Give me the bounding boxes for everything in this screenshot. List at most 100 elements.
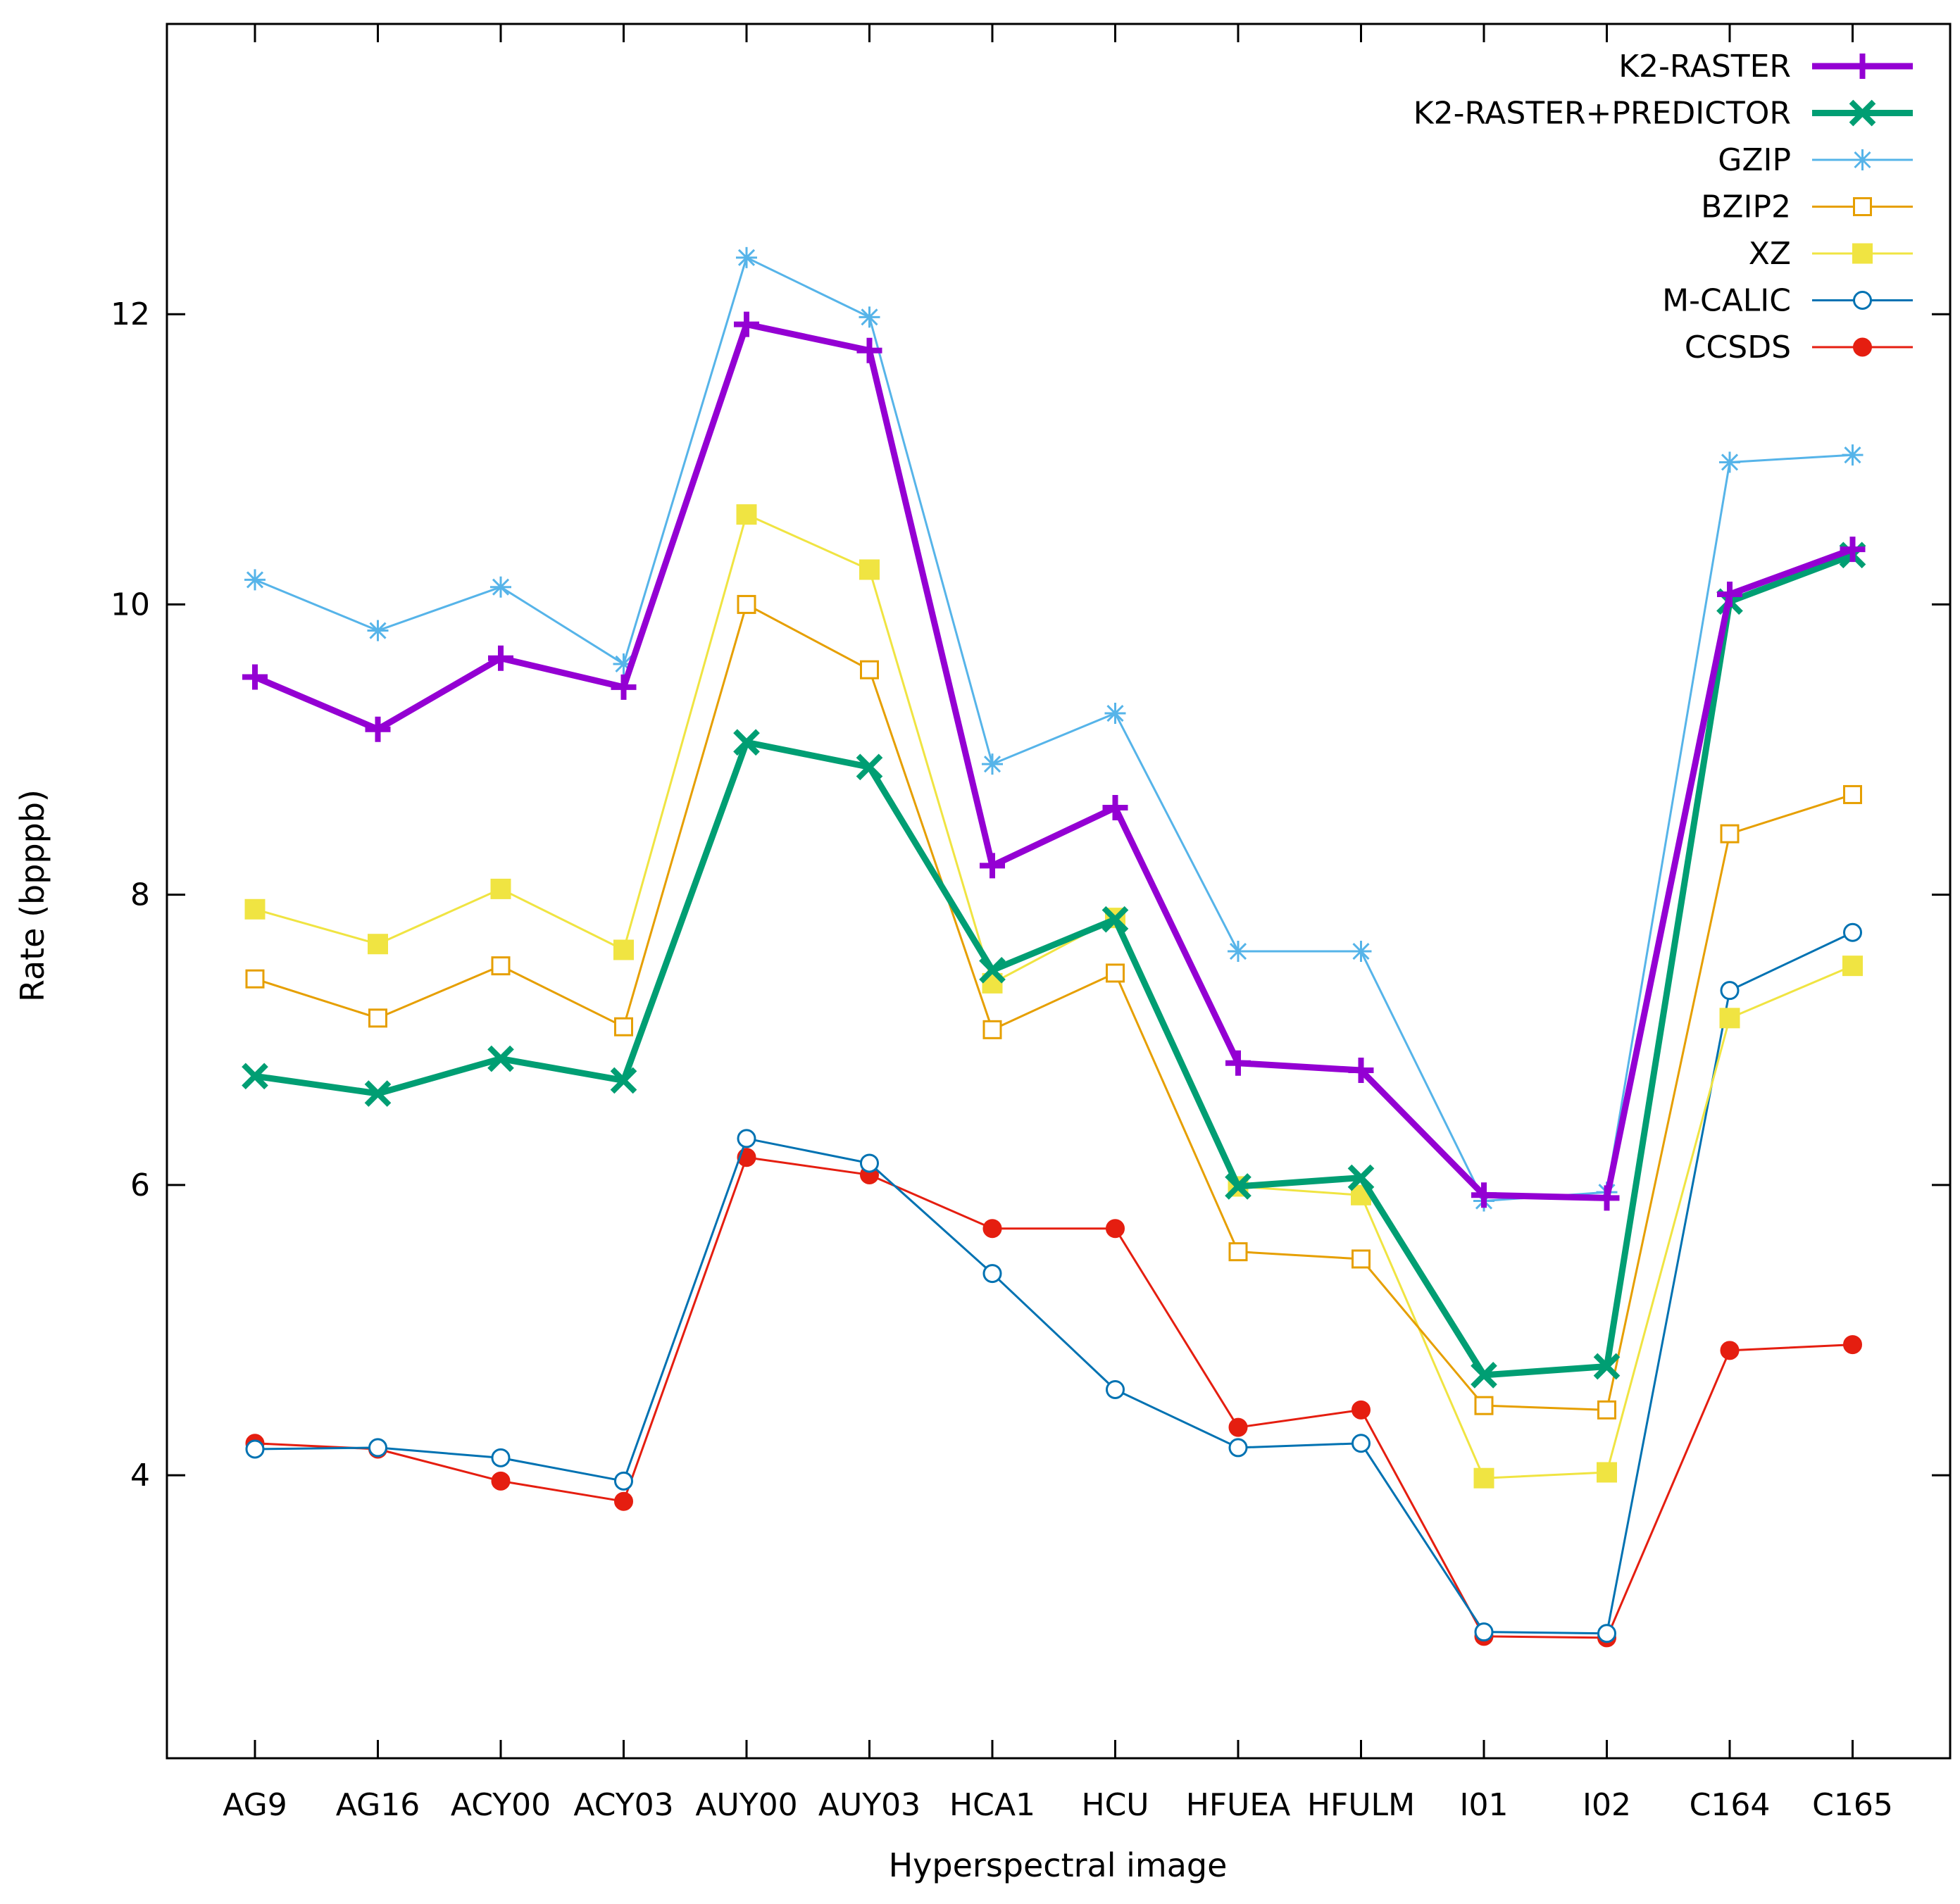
data-point-m-calic (491, 1448, 511, 1467)
legend-marker (1853, 337, 1872, 357)
legend-marker (1853, 197, 1872, 216)
data-point-k2-raster (856, 337, 882, 363)
series-line-bzip2 (254, 603, 1853, 1411)
data-point-k2-raster (242, 664, 268, 690)
data-point-gzip (1350, 941, 1372, 963)
data-point-bzip2 (860, 660, 879, 679)
data-point-bzip2 (737, 594, 756, 614)
legend-entry-bzip2: BZIP2 (1701, 189, 1913, 225)
y-axis-title: Rate (bpppb) (13, 789, 51, 1002)
legend-label: XZ (1749, 236, 1791, 272)
x-tick-label: HCA1 (949, 1787, 1035, 1823)
data-point-k2-raster (1225, 1050, 1251, 1076)
y-tick-label: 10 (111, 587, 150, 622)
legend-marker (1849, 54, 1875, 79)
legend-entry-ccsds: CCSDS (1685, 330, 1913, 365)
data-point-bzip2 (1228, 1242, 1248, 1262)
data-point-k2-raster (1840, 537, 1866, 563)
data-point-k2-raster-predictor (1471, 1362, 1497, 1389)
x-tick-label: AG16 (336, 1787, 420, 1823)
legend-label: M-CALIC (1662, 283, 1791, 319)
series-line-k2-raster (254, 321, 1854, 1201)
data-point-k2-raster-predictor (979, 957, 1006, 984)
x-tick-label: I02 (1583, 1787, 1631, 1823)
data-point-ccsds (1352, 1400, 1371, 1420)
data-point-bzip2 (245, 969, 265, 989)
data-point-k2-raster (980, 853, 1005, 879)
data-point-ccsds (614, 1491, 633, 1511)
legend-entry-xz: XZ (1749, 236, 1913, 272)
series-line-xz (254, 513, 1854, 1479)
data-point-k2-raster (1102, 794, 1128, 820)
data-point-m-calic (1597, 1624, 1616, 1643)
data-point-bzip2 (491, 956, 511, 976)
data-point-m-calic (1720, 981, 1740, 1001)
data-point-xz (490, 878, 511, 899)
x-tick-label: ACY03 (573, 1787, 673, 1823)
data-point-k2-raster-predictor (1225, 1173, 1251, 1200)
data-point-k2-raster-predictor (856, 753, 883, 781)
data-point-m-calic (1228, 1438, 1248, 1458)
series-line-m-calic (254, 931, 1854, 1635)
series-m-calic (245, 922, 1862, 1643)
data-point-gzip (736, 246, 757, 268)
data-point-xz (1842, 956, 1863, 977)
data-point-gzip (244, 569, 266, 591)
data-point-k2-raster (1471, 1182, 1497, 1208)
series-line-ccsds (254, 1156, 1853, 1639)
data-point-ccsds (1228, 1417, 1248, 1437)
axes: 4 6 8 10 12 AG9 AG16 ACY00 ACY03 AUY00 AUY03 HCA1 HC… (111, 23, 1952, 1823)
data-point-xz (1597, 1462, 1617, 1483)
legend-label: K2-RASTER (1618, 49, 1791, 84)
data-point-m-calic (737, 1129, 756, 1148)
series-line-k2-raster-predictor (254, 552, 1854, 1379)
data-point-bzip2 (368, 1008, 387, 1028)
data-point-m-calic (860, 1153, 879, 1173)
x-tick-label: HCU (1081, 1787, 1149, 1823)
data-point-bzip2 (614, 1017, 633, 1036)
legend-label: CCSDS (1685, 330, 1791, 365)
data-point-k2-raster (734, 311, 759, 337)
x-tick-label: AUY03 (818, 1787, 920, 1823)
legend: K2-RASTER K2-RASTER+PREDICTOR GZIP BZIP2 XZ M… (1413, 49, 1913, 365)
legend-label: BZIP2 (1701, 189, 1791, 225)
data-point-gzip (367, 620, 389, 641)
x-tick-label: AUY00 (695, 1787, 797, 1823)
data-point-bzip2 (982, 1020, 1002, 1039)
x-tick-label: AG9 (223, 1787, 287, 1823)
data-point-k2-raster-predictor (364, 1080, 392, 1107)
data-point-k2-raster (1348, 1058, 1374, 1084)
data-point-bzip2 (1720, 824, 1740, 844)
data-point-k2-raster-predictor (610, 1067, 637, 1094)
data-point-k2-raster-predictor (733, 729, 760, 756)
legend-entry-m-calic: M-CALIC (1662, 283, 1913, 319)
data-point-m-calic (1352, 1434, 1371, 1453)
data-point-xz (1719, 1008, 1740, 1029)
data-point-bzip2 (1352, 1249, 1371, 1269)
y-tick-label: 4 (130, 1458, 150, 1493)
series-line-gzip (254, 256, 1853, 1203)
data-point-m-calic (1474, 1622, 1494, 1642)
y-tick-label: 6 (130, 1167, 150, 1203)
data-point-k2-raster (488, 645, 513, 671)
data-point-xz (613, 939, 634, 960)
series-gzip (244, 246, 1864, 1212)
data-point-gzip (982, 753, 1003, 775)
legend-marker (1852, 243, 1873, 264)
data-point-m-calic (368, 1438, 387, 1458)
data-point-ccsds (982, 1219, 1002, 1239)
data-point-xz (368, 934, 388, 955)
data-point-k2-raster-predictor (1593, 1353, 1621, 1380)
legend-label: K2-RASTER+PREDICTOR (1413, 96, 1791, 132)
plot-area (242, 246, 1866, 1648)
data-point-bzip2 (1106, 963, 1125, 983)
data-point-m-calic (614, 1471, 633, 1491)
data-point-k2-raster (1717, 582, 1742, 608)
x-tick-label: ACY00 (451, 1787, 551, 1823)
data-point-bzip2 (1597, 1400, 1616, 1420)
legend-marker (1852, 149, 1873, 170)
data-point-xz (736, 504, 757, 525)
legend-entry-k2-raster: K2-RASTER (1618, 49, 1913, 84)
data-point-k2-raster (611, 674, 637, 700)
data-point-gzip (1719, 451, 1740, 473)
